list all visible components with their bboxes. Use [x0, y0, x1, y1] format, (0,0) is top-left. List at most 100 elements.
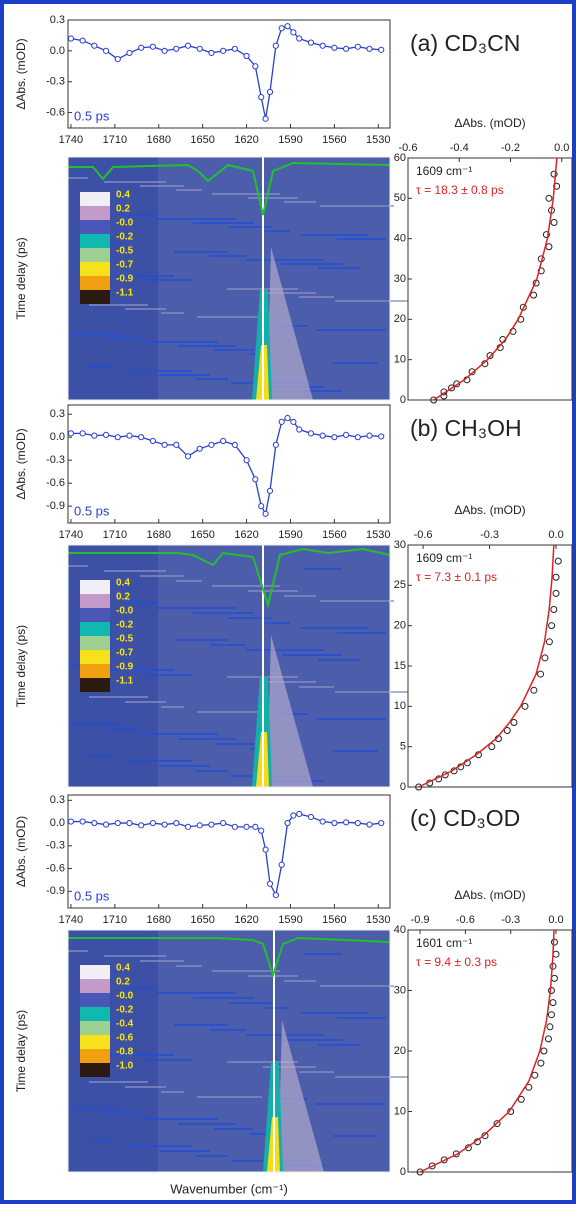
- spectrum-point: [102, 431, 110, 438]
- spectrum-point: [161, 441, 168, 448]
- fit-line: [418, 544, 555, 788]
- kinetic-point: [552, 573, 560, 581]
- heatmap-stripe: [140, 575, 184, 577]
- heatmap-stripe: [214, 349, 254, 351]
- heatmap-stripe: [68, 177, 88, 179]
- heatmap-stripe: [335, 1076, 412, 1078]
- spectrum-point: [208, 441, 215, 448]
- x-tick-label: 1530: [366, 914, 390, 926]
- kinetic-point: [448, 384, 456, 392]
- y-tick-label: 30: [394, 273, 406, 285]
- heatmap-stripe: [159, 765, 210, 767]
- x-tick-label: -0.6: [456, 914, 475, 926]
- kinetic-point: [521, 702, 529, 710]
- kinetic-point: [468, 368, 476, 376]
- kinetic-point: [428, 1162, 436, 1170]
- colorbar-block: [80, 1021, 110, 1035]
- heatmap-stripe: [174, 639, 228, 641]
- heatmap-stripe: [125, 701, 166, 703]
- heatmap-stripe: [104, 955, 166, 957]
- heatmap-stripe: [263, 292, 316, 294]
- x-tick-label: 1650: [190, 529, 214, 541]
- lifetime-label: τ = 9.4 ± 0.3 ps: [416, 955, 497, 969]
- heatmap-stripe: [178, 1123, 236, 1125]
- colorbar-block: [80, 580, 110, 594]
- heatmap-stripe: [318, 267, 360, 269]
- x-tick-label: 1650: [190, 914, 214, 926]
- spectrum-point: [307, 430, 315, 437]
- spectrum-point: [161, 821, 168, 828]
- kinetic-point: [430, 396, 438, 404]
- spectrum-point: [342, 819, 350, 826]
- heatmap-stripe: [161, 706, 184, 708]
- heatmap-stripe: [106, 728, 140, 730]
- spectrum-point: [278, 861, 285, 868]
- spectrum-point: [184, 42, 192, 49]
- colorbar-block: [80, 248, 110, 262]
- kinetic-point: [415, 783, 423, 791]
- heatmap-stripe: [229, 1002, 272, 1004]
- heatmap-stripe: [70, 333, 122, 335]
- y-tick-label: 40: [394, 233, 406, 245]
- x-tick-label: 1710: [103, 914, 127, 926]
- spectrum-point: [354, 43, 361, 50]
- spectrum-point: [138, 434, 145, 441]
- heatmap-stripe: [104, 570, 166, 572]
- y-tick-label: -0.9: [46, 500, 65, 512]
- colorbar-block: [80, 276, 110, 290]
- heatmap-stripe: [125, 1086, 166, 1088]
- colorbar-block: [80, 1007, 110, 1021]
- x-tick-label: 1620: [234, 914, 258, 926]
- y-tick-label: 0.0: [50, 817, 65, 829]
- colorbar-label: 0.2: [116, 592, 130, 603]
- spectrum-point: [331, 44, 338, 51]
- x-tick-label: 1710: [103, 529, 127, 541]
- spectrum-point: [278, 25, 285, 32]
- delay-label: 0.5 ps: [74, 888, 110, 903]
- heatmap-stripe: [123, 1145, 192, 1147]
- spectrum-point: [366, 45, 373, 52]
- heatmap-stripe: [246, 259, 324, 261]
- spectrum-point: [243, 52, 250, 60]
- spectrum-point: [378, 819, 385, 827]
- colorbar-block: [80, 622, 110, 636]
- x-tick-label: 0.0: [548, 529, 563, 541]
- kinetic-point: [503, 727, 511, 735]
- spectrum-point: [258, 503, 265, 510]
- kinetic-point: [545, 194, 553, 202]
- spectrum-point: [331, 434, 338, 441]
- y-tick-label: 0.3: [50, 14, 65, 26]
- x-tick-label: 1530: [366, 134, 390, 146]
- heatmap-stripe: [157, 992, 236, 994]
- spectrum-point: [220, 47, 227, 54]
- kinetic-point: [481, 1132, 489, 1140]
- colorbar-label: 0.4: [116, 578, 130, 589]
- x-tick-label: 1590: [278, 134, 302, 146]
- heatmap-stripe: [144, 1059, 192, 1061]
- kinetic-point: [486, 352, 494, 360]
- x-tick-label: 1710: [103, 134, 127, 146]
- heatmap-stripe: [284, 980, 316, 982]
- heatmap-stripe: [195, 1155, 228, 1157]
- colorbar-label: -0.0: [116, 606, 134, 617]
- heatmap-stripe: [159, 374, 210, 376]
- x-tick-label: 1680: [147, 134, 171, 146]
- x-tick-label: 1560: [322, 914, 346, 926]
- y-tick-label: 30: [394, 539, 406, 551]
- y-tick-label: 25: [394, 579, 406, 591]
- colorbar-label: -0.7: [116, 648, 134, 659]
- heatmap-stripe: [303, 953, 342, 955]
- colorbar-block: [80, 1035, 110, 1049]
- heatmap-frame: [67, 156, 391, 401]
- spectrum-point: [149, 819, 156, 827]
- heatmap-stripe: [212, 193, 280, 195]
- kinetic-point: [550, 938, 558, 946]
- x-tick-label: -0.4: [450, 142, 469, 154]
- spectrum-point: [284, 414, 291, 422]
- colorbar-block: [80, 979, 110, 993]
- x-tick-label: -0.6: [399, 142, 418, 154]
- colorbar-label: 0.4: [116, 190, 130, 201]
- y-tick-label: -0.3: [46, 840, 65, 852]
- spectrum-point: [243, 457, 250, 464]
- spectrum-point: [126, 432, 133, 439]
